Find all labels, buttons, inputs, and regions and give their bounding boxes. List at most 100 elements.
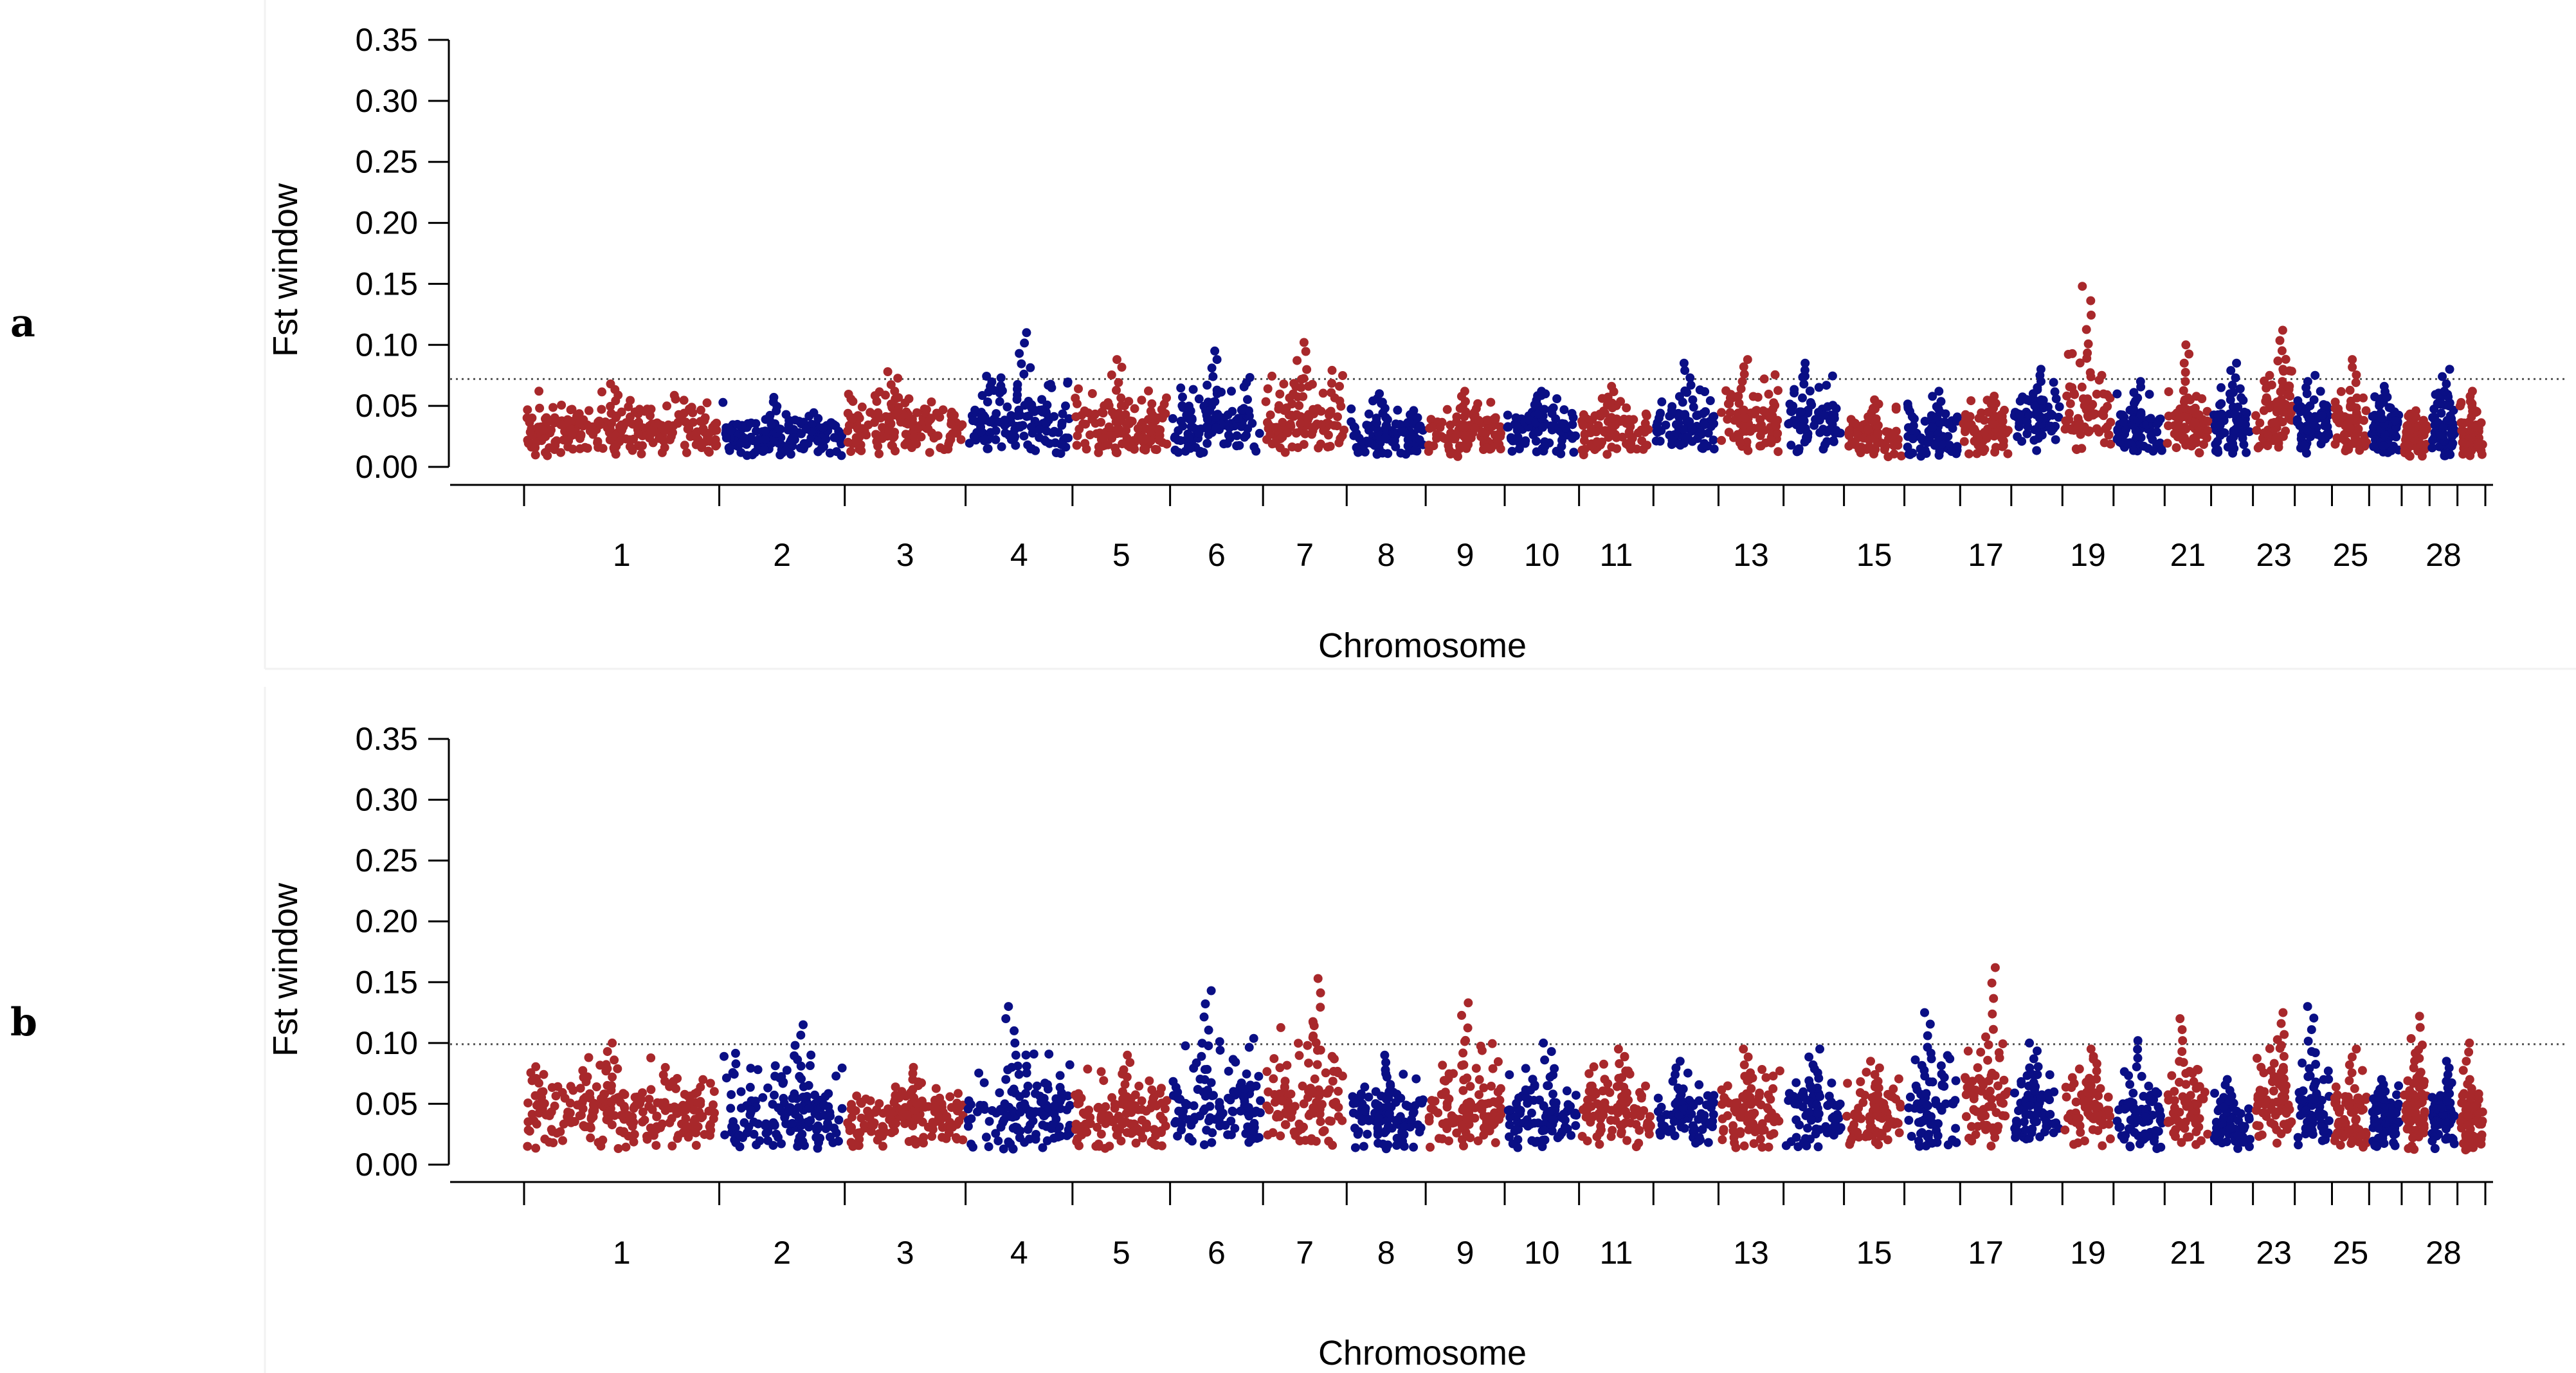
- data-point: [1862, 1068, 1871, 1077]
- chromosome-17-points: [1959, 392, 2013, 459]
- data-point: [1413, 413, 1422, 423]
- peak-point: [918, 1117, 927, 1127]
- peak-point: [1384, 1109, 1394, 1118]
- peak-point: [2087, 311, 2096, 320]
- peak-point: [2438, 372, 2447, 381]
- data-point: [772, 1129, 781, 1139]
- chromosome-19-points: [2060, 282, 2116, 455]
- data-point: [1424, 1116, 1434, 1126]
- data-point: [1505, 1132, 1514, 1141]
- data-point: [1642, 1121, 1652, 1131]
- data-point: [1333, 412, 1342, 422]
- peak-point: [914, 1081, 923, 1091]
- peak-point: [1988, 1102, 1997, 1111]
- data-point: [1998, 1039, 2008, 1049]
- data-point: [1216, 1107, 1226, 1117]
- data-point: [1316, 1117, 1325, 1127]
- x-tick-label: 25: [2333, 1235, 2369, 1271]
- data-point: [934, 1113, 943, 1122]
- peak-point: [1000, 1099, 1010, 1109]
- data-point: [634, 417, 644, 427]
- data-point: [1493, 1057, 1503, 1066]
- peak-point: [1600, 408, 1610, 418]
- x-tick-label: 6: [1208, 537, 1226, 573]
- data-point: [1181, 1041, 1190, 1051]
- data-point: [1351, 1098, 1361, 1108]
- data-point: [1629, 1111, 1638, 1120]
- data-point: [1328, 1077, 1338, 1086]
- data-point: [1709, 435, 1718, 445]
- peak-point: [774, 424, 784, 433]
- peak-point: [1546, 1106, 1556, 1116]
- data-point: [1447, 1111, 1456, 1120]
- data-point: [1943, 1140, 1953, 1150]
- data-point: [1827, 1078, 1837, 1088]
- data-point: [2105, 394, 2115, 403]
- data-point: [1321, 1068, 1330, 1078]
- data-point: [1907, 1132, 1916, 1141]
- data-point: [2104, 430, 2114, 440]
- data-point: [1289, 379, 1299, 388]
- data-point: [974, 1068, 984, 1078]
- data-point: [709, 1114, 718, 1123]
- peak-point: [1465, 1098, 1475, 1108]
- x-tick-label: 9: [1456, 537, 1474, 573]
- data-point: [2203, 426, 2213, 435]
- data-point: [891, 1118, 901, 1128]
- data-point: [534, 1078, 543, 1088]
- data-point: [598, 444, 608, 453]
- data-point: [1579, 410, 1588, 419]
- data-point: [2035, 1132, 2045, 1141]
- y-tick-label: 0.00: [356, 449, 418, 485]
- data-point: [1262, 435, 1271, 444]
- data-point: [938, 1123, 947, 1132]
- data-point: [983, 397, 992, 406]
- peak-point: [1013, 411, 1022, 421]
- data-point: [700, 416, 709, 425]
- data-point: [1304, 1111, 1314, 1120]
- peak-point: [1013, 379, 1022, 389]
- data-point: [2369, 442, 2379, 451]
- data-point: [691, 1128, 700, 1138]
- data-point: [982, 372, 992, 381]
- data-point: [2449, 425, 2459, 435]
- data-point: [813, 1143, 822, 1153]
- peak-point: [1613, 1103, 1622, 1113]
- data-point: [1057, 418, 1067, 428]
- data-point: [2202, 433, 2211, 442]
- data-point: [1850, 439, 1860, 449]
- peak-point: [1922, 1100, 1932, 1110]
- peak-point: [1118, 1087, 1127, 1096]
- peak-point: [1206, 1078, 1216, 1087]
- data-point: [1889, 430, 1898, 440]
- data-point: [1764, 1142, 1773, 1152]
- peak-point: [1685, 373, 1695, 383]
- peak-point: [602, 1115, 612, 1124]
- data-point: [923, 1102, 933, 1111]
- data-point: [912, 408, 921, 417]
- data-point: [2069, 1140, 2078, 1149]
- x-tick-label: 15: [1856, 1235, 1892, 1271]
- peak-point: [1798, 372, 1808, 382]
- data-point: [2332, 433, 2342, 442]
- data-point: [541, 1110, 551, 1120]
- data-point: [1061, 401, 1070, 411]
- data-point: [1278, 432, 1287, 442]
- data-point: [2317, 411, 2327, 420]
- peak-point: [1126, 1102, 1136, 1111]
- data-point: [1856, 1077, 1865, 1086]
- data-point: [1894, 1074, 1903, 1084]
- data-point: [1184, 433, 1194, 443]
- data-point: [2284, 381, 2294, 391]
- x-tick-label: 25: [2333, 537, 2369, 573]
- data-point: [828, 1138, 838, 1147]
- data-point: [1494, 1114, 1504, 1124]
- data-point: [1622, 403, 1631, 413]
- peak-point: [1864, 425, 1873, 435]
- data-point: [2215, 400, 2224, 410]
- data-point: [1010, 433, 1019, 443]
- data-point: [1539, 1102, 1548, 1111]
- data-point: [584, 406, 594, 415]
- data-point: [2116, 410, 2125, 419]
- data-point: [1432, 433, 1441, 443]
